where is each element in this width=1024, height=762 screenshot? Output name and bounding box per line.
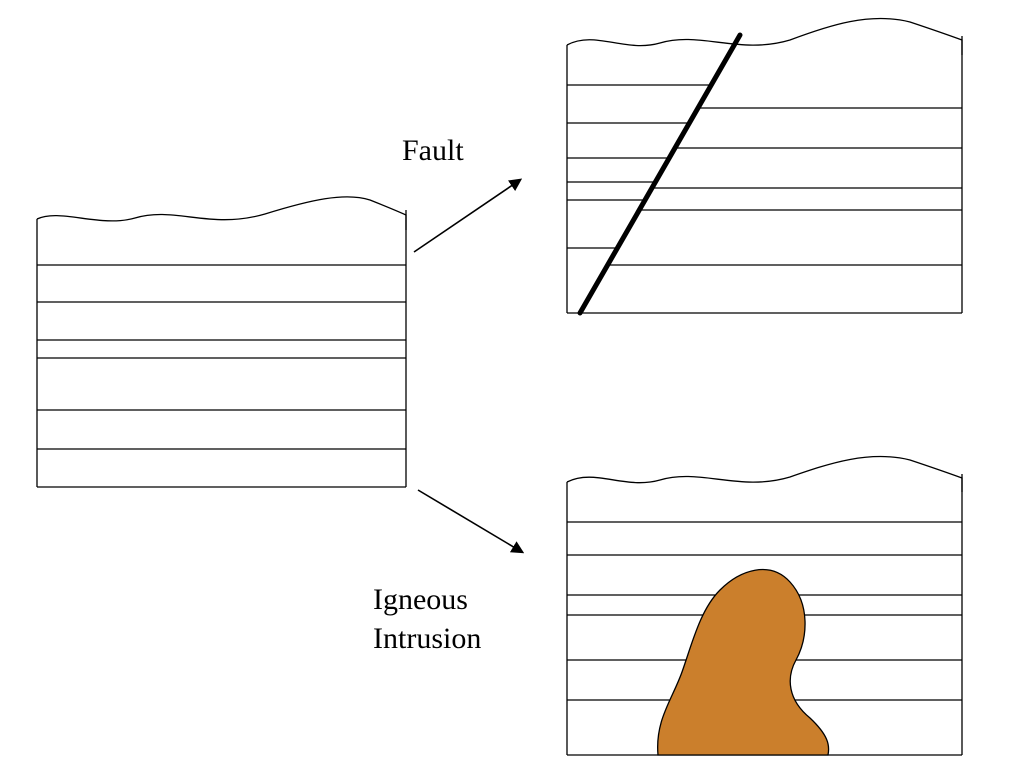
fault-label: Fault bbox=[402, 134, 464, 168]
diagram-svg bbox=[0, 0, 1024, 762]
diagram-root: Fault Igneous Intrusion bbox=[0, 0, 1024, 762]
igneous-label-line2: Intrusion bbox=[373, 622, 481, 656]
igneous-label-line1: Igneous bbox=[373, 583, 468, 617]
